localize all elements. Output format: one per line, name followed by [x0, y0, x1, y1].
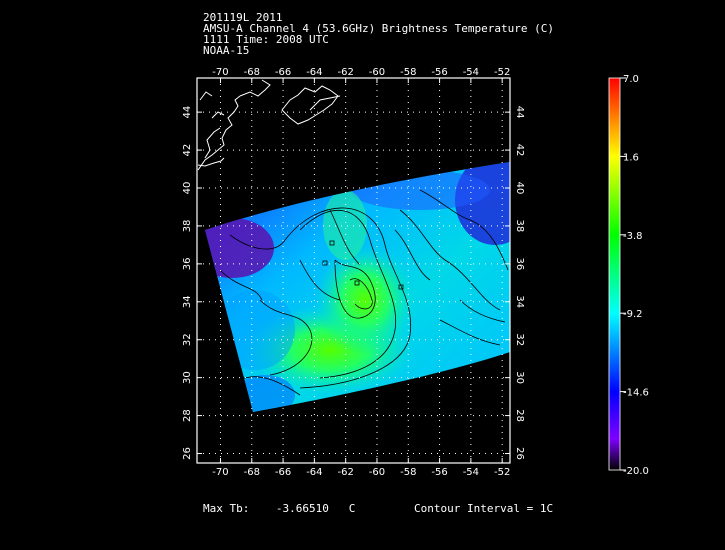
lon-label-top: -54 [463, 67, 479, 78]
lat-label-right: 30 [514, 371, 525, 384]
cold-region-west [205, 218, 274, 278]
lat-label-left: 38 [182, 220, 193, 233]
lon-label-bottom: -66 [275, 467, 291, 478]
lat-label-right: 26 [514, 447, 525, 460]
map-frame [196, 77, 511, 464]
max-tb-value: -3.66510 [275, 502, 329, 515]
lat-label-left: 40 [182, 182, 193, 195]
colorbar-ticks: 7.0 1.6 -3.8 -9.2 -14.6 -20.0 [620, 74, 649, 477]
lat-label-right: 40 [514, 182, 525, 195]
lon-label-top: -62 [338, 67, 354, 78]
lon-label-bottom: -64 [306, 467, 322, 478]
lon-label-top: -56 [431, 67, 447, 78]
lat-label-left: 28 [182, 409, 193, 422]
lon-label-top: -70 [212, 67, 228, 78]
header: 201119L 2011 AMSU-A Channel 4 (53.6GHz) … [203, 12, 554, 56]
storm-id: 201119L 2011 [203, 11, 283, 24]
lon-label-top: -58 [400, 67, 416, 78]
lat-lon-grid [197, 78, 510, 463]
lat-label-right: 36 [514, 257, 525, 270]
lat-label-right: 28 [514, 409, 525, 422]
lat-label-right: 32 [514, 333, 525, 346]
lat-label-left: 34 [182, 295, 193, 308]
lat-label-left: 32 [182, 333, 193, 346]
lon-label-top: -52 [494, 67, 510, 78]
swath [205, 162, 510, 412]
contour-interval: Contour Interval = 1C [414, 502, 554, 515]
lon-label-top: -60 [369, 67, 385, 78]
warm-core [315, 245, 415, 355]
max-tb-unit: C [348, 502, 356, 515]
lat-label-right: 38 [514, 220, 525, 233]
lon-label-bottom: -56 [431, 467, 447, 478]
lat-label-right: 34 [514, 295, 525, 308]
lat-label-right: 44 [514, 106, 525, 119]
colorbar-label: -20.0 [623, 466, 649, 477]
lon-label-top: -66 [275, 67, 291, 78]
lon-label-top: -68 [244, 67, 260, 78]
product-title: AMSU-A Channel 4 (53.6GHz) Brightness Te… [203, 22, 554, 35]
max-tb-readout: Max Tb: -3.66510 C [203, 502, 355, 515]
colorbar-label: 1.6 [623, 152, 639, 163]
lon-label-bottom: -52 [494, 467, 510, 478]
max-tb-label: Max Tb: [203, 502, 250, 515]
coastline [197, 79, 341, 171]
contour-markers [322, 240, 404, 290]
lat-label-left: 26 [182, 447, 193, 460]
lon-label-bottom: -58 [400, 467, 416, 478]
warm-band-north [323, 190, 367, 260]
lat-label-left: 44 [182, 106, 193, 119]
lon-label-bottom: -62 [338, 467, 354, 478]
lat-label-left: 42 [182, 144, 193, 157]
axis-ticks [197, 78, 510, 463]
colorbar-gradient [608, 77, 621, 471]
lat-label-left: 36 [182, 257, 193, 270]
lon-label-bottom: -68 [244, 467, 260, 478]
colorbar: 7.0 1.6 -3.8 -9.2 -14.6 -20.0 [608, 74, 649, 477]
lon-label-bottom: -54 [463, 467, 479, 478]
axis-tick-labels: -70 -70 -68 -68 -66 -66 -64 -64 -62 -62 -60 -60 -58 -… [182, 67, 525, 478]
colorbar-label: -14.6 [623, 388, 649, 399]
colorbar-label: -9.2 [623, 309, 643, 320]
lat-label-left: 30 [182, 371, 193, 384]
satellite-name: NOAA-15 [203, 44, 250, 57]
colorbar-label: 7.0 [623, 74, 639, 85]
lon-label-bottom: -70 [212, 467, 228, 478]
colorbar-label: -3.8 [623, 231, 643, 242]
lon-label-top: -64 [306, 67, 322, 78]
time-line: 1111 Time: 2008 UTC [203, 33, 329, 46]
lon-label-bottom: -60 [369, 467, 385, 478]
cold-lobe-southwest [235, 375, 295, 412]
lat-label-right: 42 [514, 144, 525, 157]
